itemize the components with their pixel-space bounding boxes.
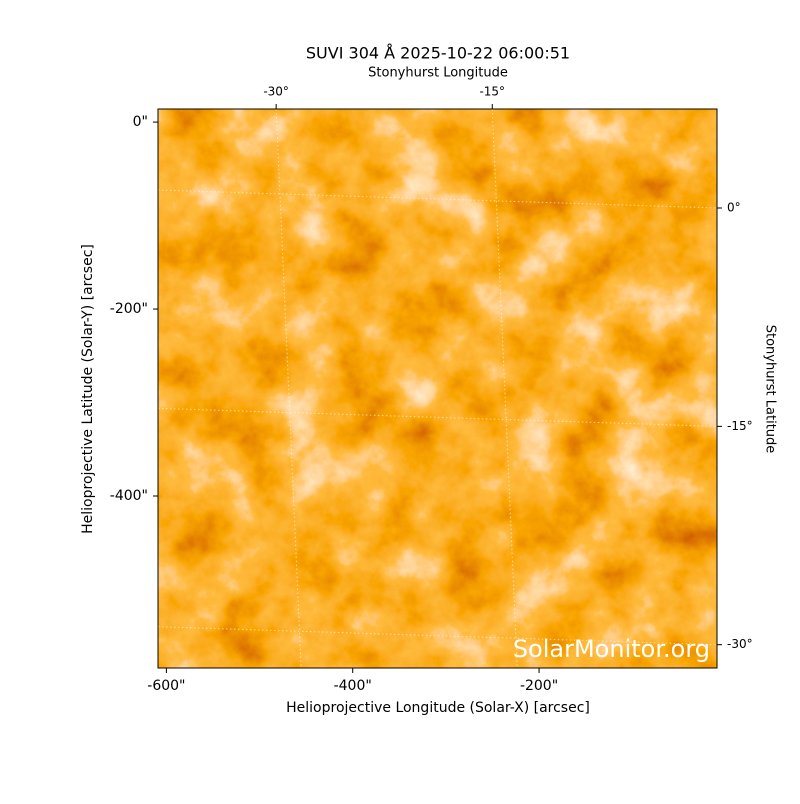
lat-grid-line [158, 189, 717, 209]
x2-tick-label: -30° [263, 85, 289, 99]
y2-axis-label: Stonyhurst Latitude [763, 325, 778, 454]
lon-grid-line [491, 109, 518, 668]
y-tick-label: 0" [133, 114, 148, 130]
solar-image [158, 109, 717, 668]
x-tick-label: -400" [334, 678, 372, 694]
x-tick-label: -600" [147, 678, 185, 694]
y-axis-label: Helioprojective Latitude (Solar-Y) [arcs… [80, 244, 96, 534]
watermark: SolarMonitor.org [513, 635, 710, 663]
lat-grid-line [158, 626, 717, 646]
x-axis-label: Helioprojective Longitude (Solar-X) [arc… [286, 700, 590, 716]
plot-frame [157, 108, 718, 669]
x-tick-label: -200" [520, 678, 558, 694]
lat-grid-line [158, 407, 717, 427]
y-tick-label: -200" [110, 301, 148, 317]
y2-tick-label: -15° [727, 419, 753, 433]
y-tick-label: -400" [110, 488, 148, 504]
x2-tick-label: -15° [479, 85, 505, 99]
lon-grid-line [275, 109, 302, 668]
y2-tick-label: 0° [727, 200, 741, 214]
chart-title: SUVI 304 Å 2025-10-22 06:00:51 [306, 44, 570, 63]
x2-axis-label: Stonyhurst Longitude [368, 66, 508, 81]
y2-tick-label: -30° [727, 637, 753, 651]
